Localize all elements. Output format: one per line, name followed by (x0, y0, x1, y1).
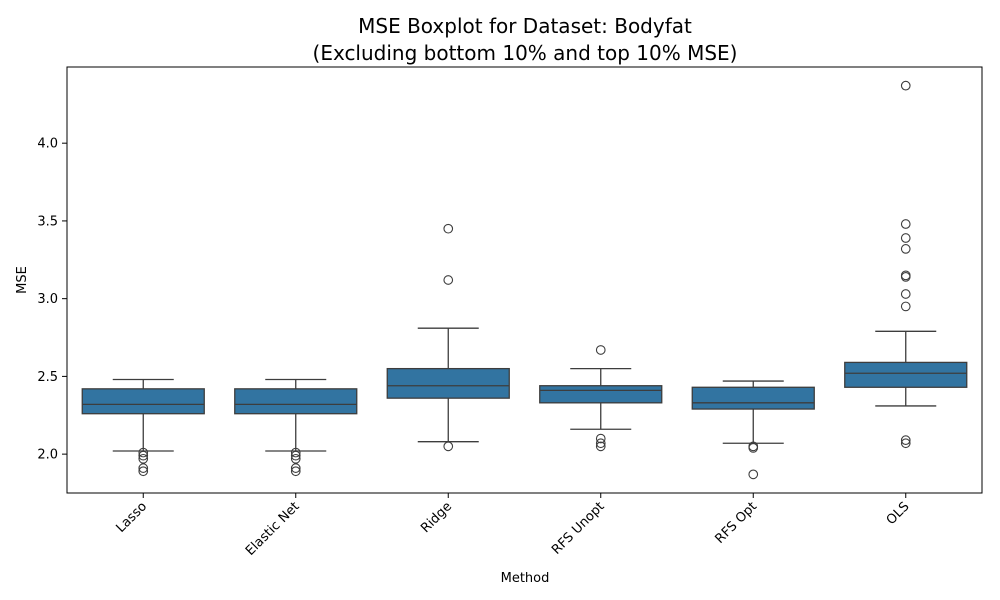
box-group-rfs-unopt (539, 345, 663, 452)
outlier-point (290, 453, 301, 464)
y-axis-label: MSE (15, 266, 30, 294)
outlier-point (748, 469, 759, 480)
iqr-box (539, 385, 663, 404)
x-tick-label: Ridge (418, 499, 455, 536)
x-axis-label: Method (501, 571, 550, 586)
y-tick-label: 2.5 (37, 370, 58, 385)
outlier-point (138, 450, 149, 461)
outlier-point (138, 463, 149, 473)
box-group-lasso (81, 378, 205, 477)
chart-title: MSE Boxplot for Dataset: Bodyfat (358, 14, 692, 38)
outlier-point (595, 345, 606, 355)
outlier-point (443, 223, 454, 234)
outlier-point (138, 453, 149, 464)
outlier-point (900, 289, 911, 299)
iqr-box (691, 386, 815, 410)
y-tick-label: 4.0 (37, 137, 58, 152)
outlier-point (138, 466, 149, 477)
outlier-point (595, 433, 606, 444)
box-group-ols (844, 80, 968, 449)
outlier-point (900, 301, 911, 312)
outlier-point (290, 463, 301, 473)
x-tick-label: RFS Unopt (549, 499, 608, 558)
outlier-point (900, 438, 911, 449)
box-group-elastic-net (234, 378, 358, 477)
x-tick-label: Elastic Net (243, 499, 303, 559)
y-tick-label: 3.5 (37, 214, 58, 229)
chart-subtitle: (Excluding bottom 10% and top 10% MSE) (313, 41, 738, 65)
x-tick-label: RFS Opt (713, 499, 761, 547)
box-group-ridge (386, 223, 510, 452)
plot-area (81, 80, 968, 480)
y-axis: 2.0 2.5 3.0 3.5 4.0 (37, 137, 67, 463)
outlier-point (748, 443, 759, 453)
outlier-point (290, 450, 301, 461)
y-tick-label: 2.0 (37, 448, 58, 463)
x-tick-label: Lasso (114, 499, 151, 536)
outlier-point (290, 466, 301, 477)
outlier-point (595, 438, 606, 449)
iqr-box (81, 388, 205, 415)
plot-frame (66, 66, 983, 494)
outlier-point (443, 441, 454, 452)
outlier-point (900, 233, 911, 243)
outlier-point (900, 219, 911, 229)
iqr-box (844, 361, 968, 388)
y-tick-label: 3.0 (37, 292, 58, 307)
outlier-point (900, 272, 911, 282)
x-axis: Lasso Elastic Net Ridge RFS Unopt RFS Opt OLS (114, 493, 913, 559)
outlier-point (595, 441, 606, 452)
outlier-point (900, 80, 911, 91)
outlier-point (900, 244, 911, 254)
outlier-point (290, 447, 301, 458)
outlier-point (138, 447, 149, 458)
box-group-rfs-opt (691, 380, 815, 480)
iqr-box (234, 388, 358, 415)
x-tick-label: OLS (884, 499, 913, 528)
outlier-point (443, 275, 454, 285)
outlier-point (900, 435, 911, 445)
iqr-box (386, 367, 510, 399)
